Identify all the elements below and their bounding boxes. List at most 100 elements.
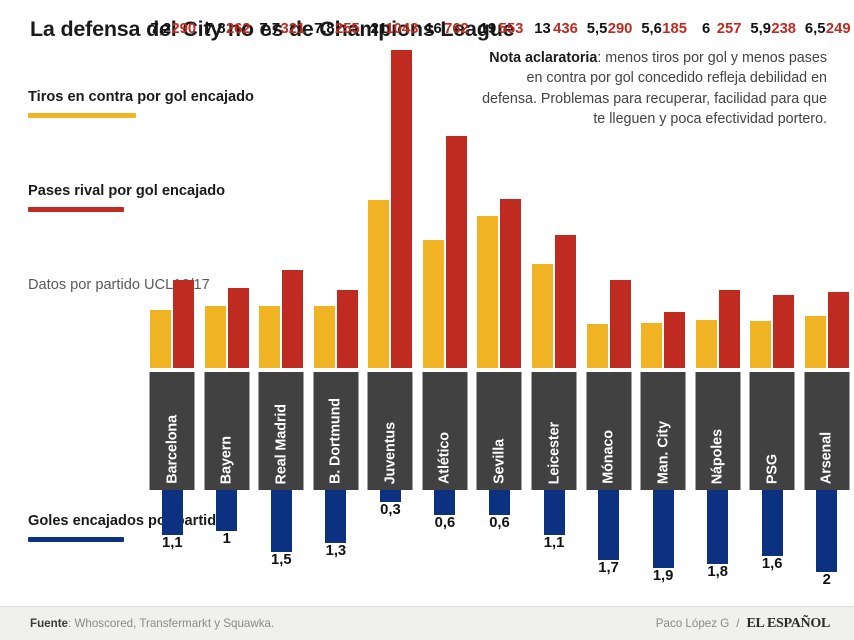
passes-bar-column[interactable]: 185 <box>662 22 687 368</box>
passes-value-label: 249 <box>825 21 851 38</box>
shots-bar[interactable]: 5,9 <box>750 22 772 368</box>
top-bars: 7,8 255 <box>309 22 364 368</box>
shots-bar[interactable]: 16 <box>422 22 444 368</box>
shots-bar-column[interactable]: 5,5 <box>586 22 608 368</box>
goals-value-label: 1,5 <box>271 552 292 568</box>
shots-bar[interactable]: 21 <box>368 22 390 368</box>
goals-bar[interactable] <box>325 490 347 543</box>
passes-bar[interactable]: 249 <box>826 22 851 368</box>
shots-bar-column[interactable]: 5,9 <box>750 22 772 368</box>
passes-bar[interactable]: 262 <box>226 22 251 368</box>
shots-bar[interactable]: 7,7 <box>259 22 281 368</box>
passes-bar-column[interactable]: 436 <box>553 22 578 368</box>
author-name: Paco López G <box>655 617 730 630</box>
goals-bar-column[interactable]: 0,3 <box>378 490 402 600</box>
passes-bar-column[interactable]: 257 <box>717 22 741 368</box>
goals-bar[interactable] <box>652 490 674 568</box>
shots-value-label: 21 <box>370 21 388 38</box>
legend-passes-swatch <box>28 207 124 213</box>
passes-bar[interactable]: 321 <box>280 22 305 368</box>
goals-bar[interactable] <box>216 490 238 531</box>
top-bars: 7,7 321 <box>254 22 309 368</box>
top-bars: 7,2 290 <box>145 22 200 368</box>
goals-bar[interactable] <box>543 490 565 535</box>
passes-bar-column[interactable]: 321 <box>280 22 305 368</box>
goals-bar-column[interactable]: 1,1 <box>160 490 184 600</box>
shots-bar[interactable]: 5,5 <box>586 22 608 368</box>
shots-bar-column[interactable]: 13 <box>532 22 554 368</box>
shots-bar[interactable]: 6 <box>695 22 717 368</box>
passes-bar-column[interactable]: 249 <box>826 22 851 368</box>
goals-bar-column[interactable]: 1,5 <box>269 490 293 600</box>
goals-bar-column[interactable]: 2 <box>815 490 839 600</box>
goals-bar[interactable] <box>434 490 456 515</box>
team-group: 7,8 262 Bayern 1 <box>200 0 255 604</box>
passes-bar[interactable]: 762 <box>444 22 469 368</box>
passes-bar-column[interactable]: 1043 <box>385 22 418 368</box>
shots-bar-column[interactable]: 7,8 <box>313 22 335 368</box>
passes-bar-column[interactable]: 290 <box>608 22 632 368</box>
passes-bar[interactable]: 290 <box>608 22 632 368</box>
goals-bar-column[interactable]: 1,6 <box>760 490 784 600</box>
goals-bar-column[interactable]: 1,8 <box>706 490 730 600</box>
passes-bar[interactable]: 238 <box>771 22 796 368</box>
shots-bar[interactable]: 6,5 <box>804 22 826 368</box>
goals-bar-column[interactable]: 0,6 <box>433 490 457 600</box>
shots-bar[interactable]: 7,2 <box>150 22 172 368</box>
shots-bar[interactable]: 19 <box>477 22 499 368</box>
team-group: 5,5 290 Mónaco 1,7 <box>581 0 636 604</box>
passes-bar-column[interactable]: 762 <box>444 22 469 368</box>
shots-bar[interactable]: 5,6 <box>641 22 663 368</box>
goals-bar[interactable] <box>707 490 729 564</box>
passes-bar-column[interactable]: 290 <box>171 22 196 368</box>
goals-bar[interactable] <box>761 490 783 556</box>
passes-value-label: 1043 <box>385 21 419 38</box>
team-label-box: Man. City <box>640 372 686 490</box>
shots-bar-column[interactable]: 6,5 <box>804 22 826 368</box>
goals-bar[interactable] <box>816 490 838 572</box>
goals-bar[interactable] <box>379 490 401 502</box>
brand-logo: EL ESPAÑOL <box>746 615 831 631</box>
shots-value-label: 5,9 <box>750 21 771 38</box>
shots-bar[interactable]: 7,8 <box>313 22 335 368</box>
shots-bar[interactable]: 7,8 <box>204 22 226 368</box>
legend-shots-swatch <box>28 113 136 119</box>
footer-bar: Fuente: Whoscored, Transfermarkt y Squaw… <box>0 606 854 640</box>
passes-bar-column[interactable]: 262 <box>226 22 251 368</box>
goals-bar-column[interactable]: 1,1 <box>542 490 566 600</box>
passes-bar[interactable]: 290 <box>171 22 196 368</box>
passes-bar[interactable]: 185 <box>662 22 687 368</box>
goals-bar-column[interactable]: 1,3 <box>324 490 348 600</box>
shots-bar-column[interactable]: 7,7 <box>259 22 281 368</box>
legend-shots: Tiros en contra por gol encajado <box>28 88 254 119</box>
goals-bar-column[interactable]: 1,9 <box>651 490 675 600</box>
goals-bar-column[interactable]: 1,7 <box>597 490 621 600</box>
goals-bar[interactable] <box>161 490 183 535</box>
shots-bar-column[interactable]: 21 <box>368 22 390 368</box>
passes-bar-column[interactable]: 238 <box>771 22 796 368</box>
passes-bar[interactable]: 1043 <box>385 22 418 368</box>
shots-bar-column[interactable]: 16 <box>422 22 444 368</box>
goals-bar-column[interactable]: 0,6 <box>487 490 511 600</box>
goals-value-label: 2 <box>822 572 831 588</box>
passes-value-label: 238 <box>771 21 797 38</box>
passes-bar[interactable]: 255 <box>335 22 360 368</box>
goals-bar-column[interactable]: 1 <box>215 490 239 600</box>
passes-bar[interactable]: 553 <box>499 22 523 368</box>
shots-bar-column[interactable]: 5,6 <box>641 22 663 368</box>
goals-bar[interactable] <box>270 490 292 552</box>
shots-value-label: 5,5 <box>586 21 608 38</box>
shots-bar-column[interactable]: 7,2 <box>150 22 172 368</box>
passes-bar[interactable]: 436 <box>553 22 578 368</box>
passes-bar[interactable]: 257 <box>717 22 741 368</box>
goals-bar[interactable] <box>598 490 620 560</box>
goals-bar[interactable] <box>488 490 510 515</box>
passes-bar-column[interactable]: 255 <box>335 22 360 368</box>
shots-bar-column[interactable]: 7,8 <box>204 22 226 368</box>
passes-bar-column[interactable]: 553 <box>499 22 523 368</box>
shots-bar-column[interactable]: 6 <box>695 22 717 368</box>
shots-bar-column[interactable]: 19 <box>477 22 499 368</box>
shots-bar[interactable]: 13 <box>532 22 554 368</box>
team-name: Man. City <box>655 420 672 484</box>
top-bars: 5,6 185 <box>636 22 691 368</box>
